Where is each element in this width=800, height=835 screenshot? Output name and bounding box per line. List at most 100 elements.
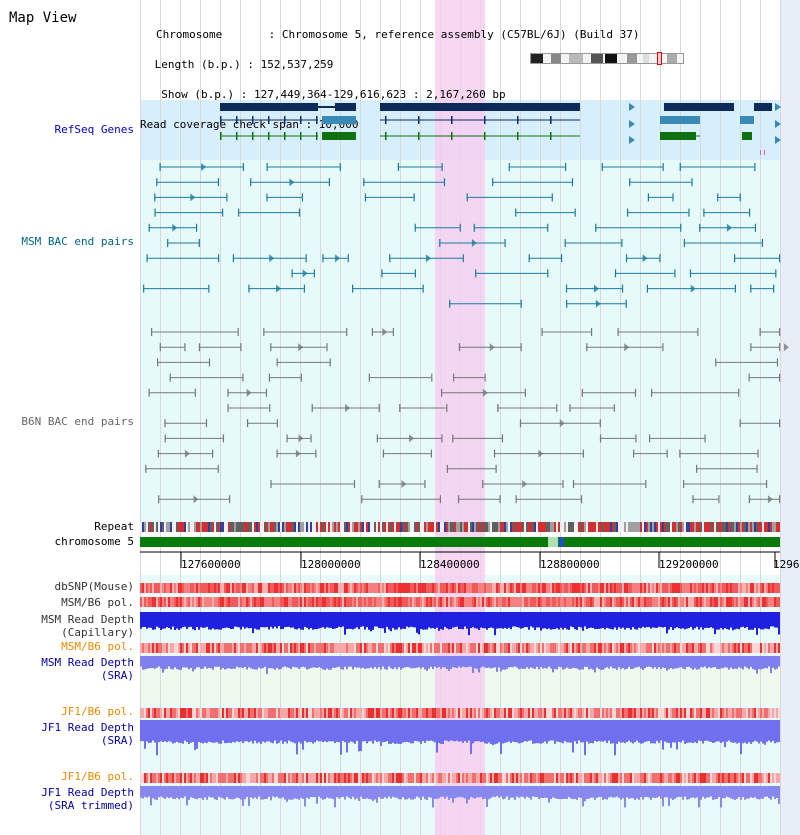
msm-b6-pol-label[interactable]: MSM/B6 pol. xyxy=(61,596,134,609)
heat-segment xyxy=(632,643,634,653)
heat-segment xyxy=(256,643,258,653)
depth-bar xyxy=(520,786,522,797)
b6n-bac-label[interactable]: B6N BAC end pairs xyxy=(21,415,134,428)
depth-bar xyxy=(502,720,504,744)
depth-bar xyxy=(684,786,686,797)
heat-segment xyxy=(284,597,286,607)
heat-segment xyxy=(316,643,318,653)
depth-bar xyxy=(556,656,558,670)
depth-bar xyxy=(762,656,764,669)
jf1-b6-pol2-label[interactable]: JF1/B6 pol. xyxy=(61,770,134,783)
grid-line xyxy=(160,0,161,835)
depth-bar xyxy=(778,720,780,743)
depth-bar xyxy=(630,656,632,670)
heat-segment xyxy=(324,643,326,653)
heat-segment xyxy=(718,583,720,593)
depth-bar xyxy=(696,656,698,670)
depth-bar xyxy=(174,656,176,668)
bac-end xyxy=(696,464,698,473)
depth-bar xyxy=(696,720,698,744)
heat-segment xyxy=(562,708,564,718)
heat-segment xyxy=(198,773,200,783)
heat-segment xyxy=(542,597,544,607)
chromosome-ideogram[interactable] xyxy=(530,52,684,65)
depth-bar xyxy=(164,612,166,629)
depth-bar xyxy=(498,656,500,668)
depth-bar xyxy=(238,656,240,668)
heat-segment xyxy=(178,708,180,718)
heat-segment xyxy=(532,597,534,607)
heat-segment xyxy=(168,643,170,653)
heat-segment xyxy=(704,773,706,783)
heat-segment xyxy=(504,708,506,718)
depth-bar xyxy=(352,612,354,630)
bac-end xyxy=(145,464,147,473)
heat-segment xyxy=(560,773,562,783)
jf1-depth-trimmed-label[interactable]: JF1 Read Depth (SRA trimmed) xyxy=(41,786,134,812)
heat-segment xyxy=(178,773,180,783)
heat-segment xyxy=(498,597,500,607)
depth-bar xyxy=(598,612,600,629)
heat-segment xyxy=(228,773,230,783)
axis-tick-label: 129200000 xyxy=(659,558,719,571)
jf1-b6-pol-label[interactable]: JF1/B6 pol. xyxy=(61,705,134,718)
heat-segment xyxy=(256,708,258,718)
heat-segment xyxy=(206,708,208,718)
heat-segment xyxy=(732,708,734,718)
depth-bar xyxy=(586,720,588,742)
dbsnp-label[interactable]: dbSNP(Mouse) xyxy=(54,580,134,593)
depth-bar xyxy=(150,612,152,628)
heat-segment xyxy=(272,773,274,783)
heat-segment xyxy=(716,597,718,607)
depth-bar xyxy=(458,612,460,630)
depth-bar xyxy=(572,612,574,628)
highlight-region[interactable] xyxy=(435,0,485,835)
depth-bar xyxy=(700,612,702,628)
msm-depth-capillary-label[interactable]: MSM Read Depth (Capillary) xyxy=(41,613,134,639)
heat-segment xyxy=(350,597,352,607)
heat-segment xyxy=(252,583,254,593)
depth-bar xyxy=(688,720,690,743)
depth-bar xyxy=(542,720,544,743)
jf1-depth-sra-label[interactable]: JF1 Read Depth (SRA) xyxy=(41,721,134,747)
msm-bac-label[interactable]: MSM BAC end pairs xyxy=(21,235,134,248)
heat-segment xyxy=(650,708,652,718)
bac-end xyxy=(754,163,756,171)
depth-bar xyxy=(714,612,716,635)
depth-bar xyxy=(168,656,170,667)
bac-end xyxy=(198,239,200,247)
heat-segment xyxy=(474,708,476,718)
heat-segment xyxy=(608,708,610,718)
depth-bar xyxy=(734,612,736,630)
heat-segment xyxy=(688,597,690,607)
grid-line xyxy=(780,0,781,835)
depth-bar xyxy=(284,612,286,628)
depth-bar xyxy=(286,786,288,802)
msm-depth-sra-label[interactable]: MSM Read Depth (SRA) xyxy=(41,656,134,682)
bac-arrow xyxy=(335,254,341,263)
refseq-label[interactable]: RefSeq Genes xyxy=(54,123,134,136)
heat-segment xyxy=(270,597,272,607)
heat-segment xyxy=(218,597,220,607)
msm-b6-pol-sra-label[interactable]: MSM/B6 pol. xyxy=(61,640,134,653)
bac-end xyxy=(368,373,370,382)
heat-segment xyxy=(456,708,458,718)
heat-segment xyxy=(228,597,230,607)
heat-segment xyxy=(376,643,378,653)
heat-segment xyxy=(618,643,620,653)
heat-segment xyxy=(604,643,606,653)
bac-end xyxy=(626,208,629,217)
bac-end xyxy=(157,358,159,367)
heat-segment xyxy=(296,708,298,718)
bac-end xyxy=(524,388,526,397)
heat-segment xyxy=(294,643,296,653)
depth-bar xyxy=(368,786,370,800)
depth-bar xyxy=(240,612,242,630)
heat-segment xyxy=(232,773,234,783)
heat-segment xyxy=(722,773,724,783)
gene-exon xyxy=(284,132,286,140)
repeat-segment xyxy=(500,522,502,532)
heat-segment xyxy=(240,583,242,593)
depth-bar xyxy=(772,720,774,741)
heat-segment xyxy=(574,773,576,783)
